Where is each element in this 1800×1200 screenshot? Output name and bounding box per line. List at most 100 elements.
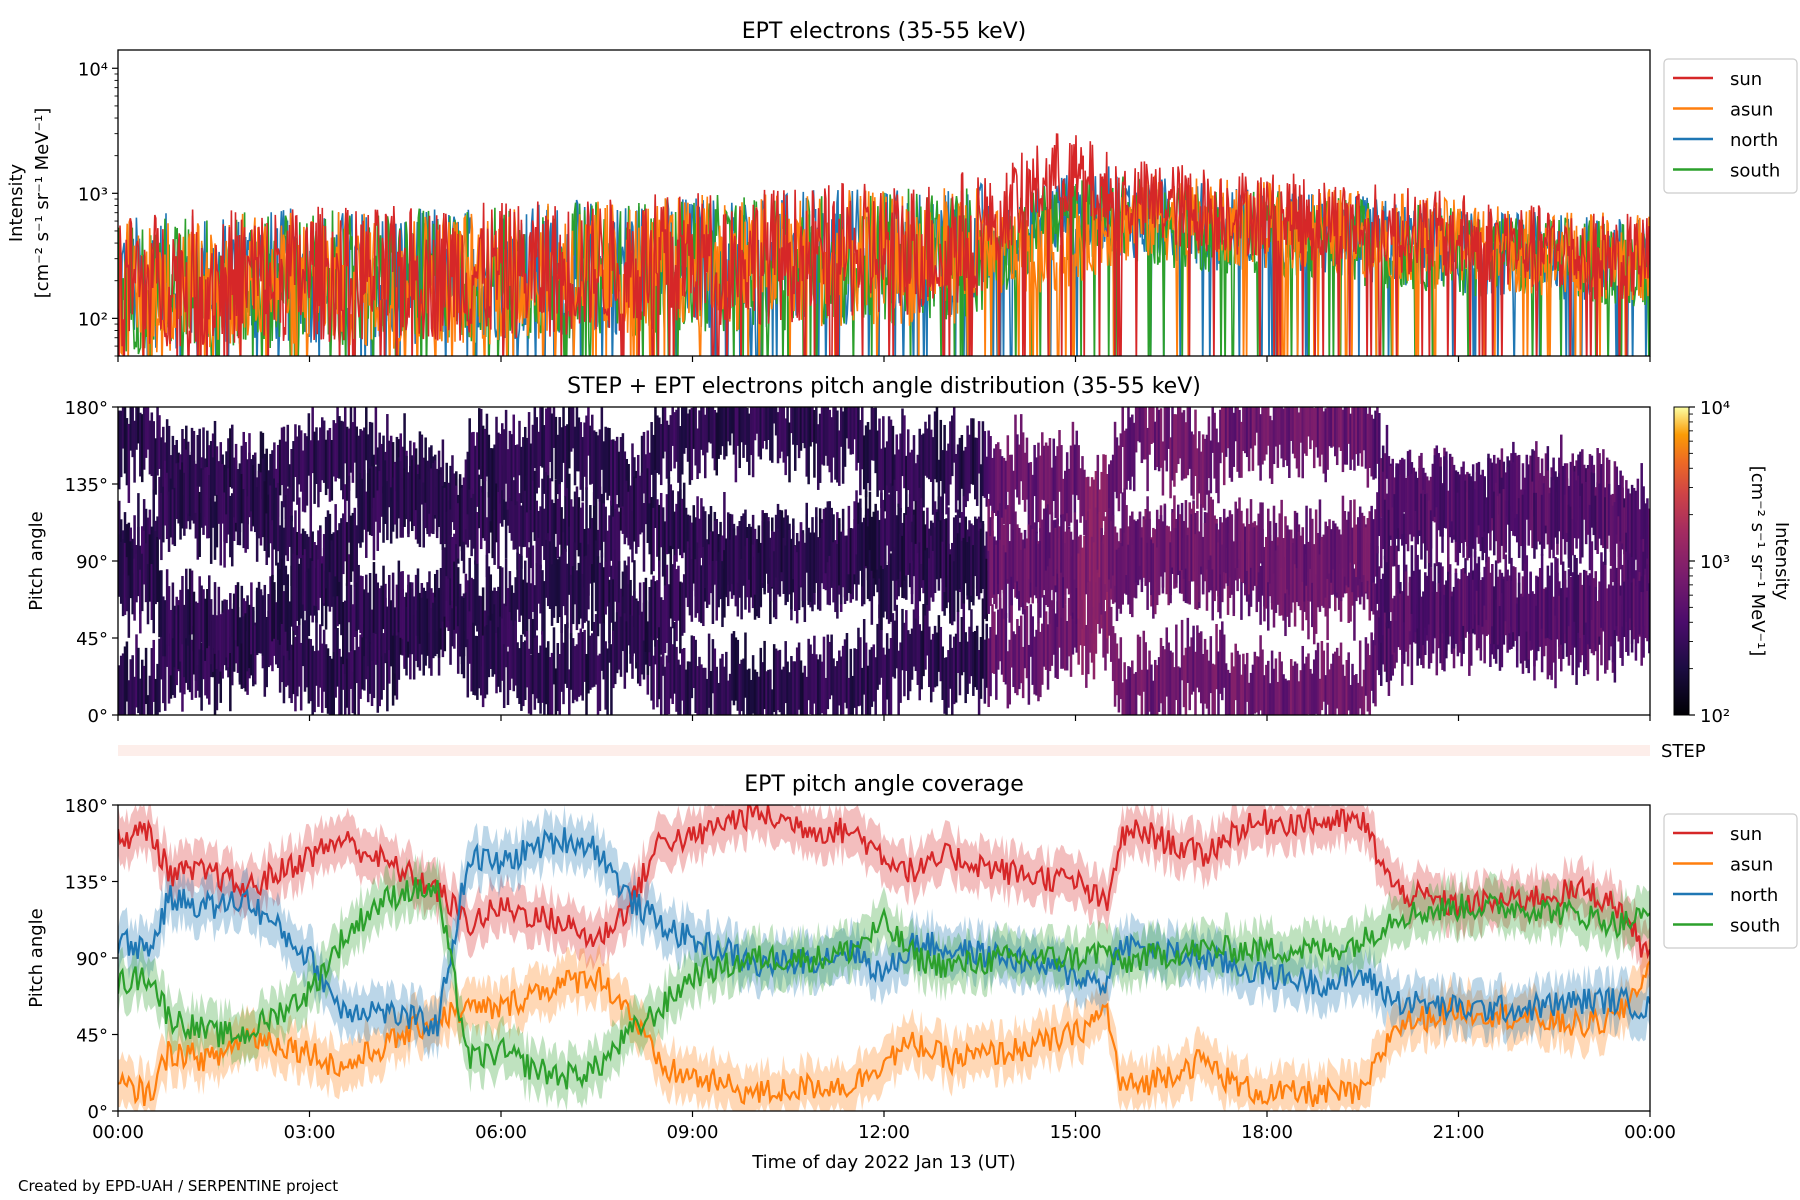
heatmap-cell bbox=[523, 426, 527, 491]
heatmap-cell bbox=[1027, 525, 1031, 579]
heatmap-cell bbox=[780, 669, 784, 715]
heatmap-cell bbox=[1085, 477, 1088, 551]
heatmap-cell bbox=[466, 639, 470, 698]
heatmap-cell bbox=[1410, 545, 1414, 614]
heatmap-cell bbox=[709, 531, 713, 594]
heatmap-cell bbox=[975, 625, 979, 690]
heatmap-cell bbox=[1219, 409, 1222, 464]
heatmap-cell bbox=[1581, 449, 1584, 505]
heatmap-cell bbox=[625, 565, 628, 632]
heatmap-cell bbox=[213, 420, 217, 496]
heatmap-cell bbox=[468, 418, 471, 490]
heatmap-cell bbox=[546, 407, 550, 476]
heatmap-cell bbox=[1648, 583, 1650, 654]
heatmap-cell bbox=[899, 433, 902, 513]
heatmap-cell bbox=[340, 558, 343, 636]
colorbar-tick-label: 10³ bbox=[1700, 552, 1730, 573]
heatmap-cell bbox=[684, 532, 688, 598]
heatmap-cell bbox=[1441, 485, 1444, 553]
heatmap-cell bbox=[510, 585, 514, 649]
heatmap-cell bbox=[790, 656, 793, 715]
heatmap-cell bbox=[841, 530, 845, 588]
heatmap-cell bbox=[501, 457, 504, 527]
heatmap-cell bbox=[338, 416, 341, 479]
heatmap-cell bbox=[1443, 594, 1446, 672]
heatmap-cell bbox=[1048, 438, 1052, 515]
heatmap-cell bbox=[1349, 545, 1352, 622]
heatmap-cell bbox=[412, 456, 416, 527]
heatmap-cell bbox=[1025, 606, 1029, 679]
heatmap-cell bbox=[1517, 498, 1521, 558]
heatmap-cell bbox=[1575, 620, 1578, 685]
heatmap-cell bbox=[885, 633, 889, 700]
heatmap-cell bbox=[355, 426, 358, 499]
panel4-ytick-label: 45° bbox=[76, 1026, 108, 1047]
heatmap-cell bbox=[853, 648, 856, 708]
heatmap-cell bbox=[807, 535, 810, 605]
heatmap-cell bbox=[579, 507, 583, 567]
heatmap-cell bbox=[332, 581, 335, 653]
heatmap-cell bbox=[1462, 461, 1465, 530]
heatmap-cell bbox=[656, 415, 659, 474]
heatmap-cell bbox=[753, 407, 757, 441]
heatmap-cell bbox=[568, 473, 571, 531]
heatmap-cell bbox=[1261, 407, 1264, 465]
heatmap-cell bbox=[1408, 576, 1412, 632]
heatmap-cell bbox=[985, 456, 989, 507]
heatmap-cell bbox=[711, 407, 715, 459]
heatmap-cell bbox=[700, 565, 703, 624]
heatmap-cell bbox=[1565, 463, 1569, 534]
heatmap-cell bbox=[918, 428, 921, 491]
heatmap-cell bbox=[1268, 683, 1272, 715]
heatmap-cell bbox=[922, 603, 925, 677]
heatmap-cell bbox=[1297, 531, 1301, 607]
heatmap-cell bbox=[956, 610, 960, 674]
heatmap-cell bbox=[535, 635, 538, 699]
heatmap-cell bbox=[874, 407, 877, 474]
heatmap-cell bbox=[681, 498, 684, 559]
heatmap-cell bbox=[520, 634, 523, 711]
heatmap-cell bbox=[889, 553, 893, 622]
heatmap-cell bbox=[148, 675, 152, 715]
heatmap-cell bbox=[1115, 643, 1119, 696]
heatmap-cell bbox=[315, 545, 318, 607]
heatmap-cell bbox=[1462, 497, 1465, 558]
heatmap-cell bbox=[1219, 629, 1222, 694]
heatmap-cell bbox=[1253, 527, 1257, 586]
heatmap-cell bbox=[585, 653, 588, 715]
heatmap-cell bbox=[728, 673, 732, 715]
heatmap-cell bbox=[1537, 576, 1540, 652]
heatmap-cell bbox=[501, 567, 504, 632]
heatmap-cell bbox=[1006, 651, 1010, 709]
heatmap-cell bbox=[1274, 407, 1278, 447]
heatmap-cell bbox=[1267, 508, 1270, 583]
heatmap-cell bbox=[455, 485, 458, 555]
heatmap-cell bbox=[1494, 560, 1498, 638]
heatmap-cell bbox=[1108, 464, 1111, 533]
heatmap-cell bbox=[809, 644, 812, 715]
heatmap-cell bbox=[569, 633, 573, 690]
heatmap-cell bbox=[1018, 444, 1021, 505]
heatmap-cell bbox=[1194, 651, 1197, 715]
heatmap-cell bbox=[633, 476, 636, 542]
heatmap-cell bbox=[1590, 472, 1594, 528]
heatmap-cell bbox=[252, 465, 255, 526]
heatmap-cell bbox=[1326, 407, 1329, 470]
heatmap-cell bbox=[162, 631, 165, 704]
heatmap-cell bbox=[351, 512, 355, 572]
heatmap-cell bbox=[1605, 481, 1609, 549]
heatmap-cell bbox=[1037, 622, 1040, 702]
heatmap-cell bbox=[694, 559, 697, 618]
heatmap-cell bbox=[1065, 620, 1069, 671]
heatmap-cell bbox=[577, 497, 581, 557]
heatmap-cell bbox=[1644, 574, 1647, 639]
heatmap-cell bbox=[1592, 473, 1596, 536]
heatmap-cell bbox=[640, 472, 644, 533]
heatmap-cell bbox=[855, 649, 858, 715]
heatmap-cell bbox=[1607, 588, 1611, 661]
heatmap-cell bbox=[556, 434, 560, 495]
heatmap-cell bbox=[797, 407, 801, 459]
heatmap-cell bbox=[1161, 521, 1165, 588]
heatmap-cell bbox=[407, 574, 410, 642]
heatmap-cell bbox=[617, 561, 621, 629]
